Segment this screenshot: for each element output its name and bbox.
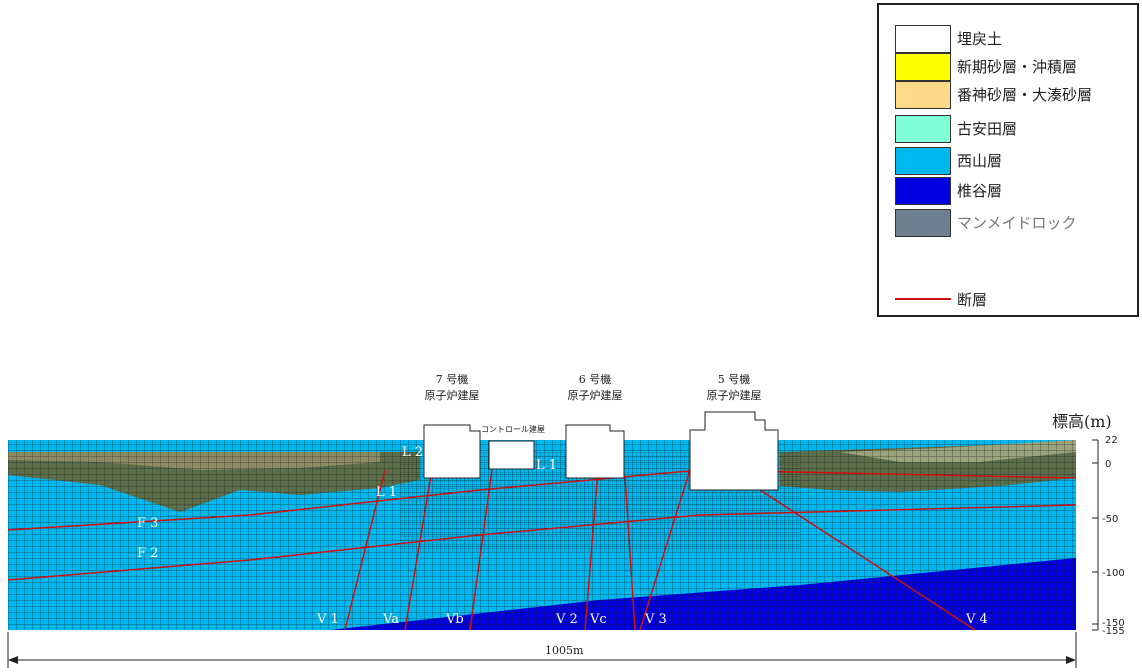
unit7-label-1: 7 号機	[436, 372, 469, 386]
fault-v3-line	[639, 469, 691, 631]
fault-vc-label: Vc	[589, 612, 607, 627]
fault-vb-label: Vb	[445, 612, 464, 627]
building-unit7-reactor	[423, 424, 481, 479]
axis-title: 標高(m)	[1052, 412, 1112, 431]
unit5-label-2: 原子炉建屋	[707, 388, 762, 402]
dimension-arrow-left	[8, 656, 18, 664]
legend-label: 埋戻土	[957, 30, 1003, 48]
unit7-label-2: 原子炉建屋	[425, 388, 480, 402]
legend-item-shiiya: 椎谷層	[895, 177, 1135, 205]
geologic-section	[8, 440, 1076, 630]
building-control	[488, 440, 535, 470]
legend-item-koyasuda: 古安田層	[895, 115, 1135, 143]
fault-f2-line	[7, 504, 1077, 581]
legend-swatch	[895, 209, 951, 237]
fault-l1-label-left: L 1	[376, 485, 397, 500]
fault-v2-line	[584, 469, 599, 631]
legend-swatch	[895, 53, 951, 81]
legend-label: 西山層	[957, 152, 1003, 170]
building-unit6-reactor	[565, 424, 625, 479]
fault-v1-label: V 1	[316, 612, 339, 627]
dimension-label: 1005m	[545, 644, 584, 657]
fault-l1-label-right: L 1	[536, 458, 557, 473]
fault-f3-label: F 3	[137, 516, 158, 531]
fault-line-icon	[895, 298, 951, 300]
fault-vc-line	[624, 474, 636, 631]
legend-swatch	[895, 147, 951, 175]
legend-label: 断層	[957, 291, 988, 309]
legend-item-fault: 断層	[895, 285, 1135, 313]
legend-swatch	[895, 177, 951, 205]
fault-v3-label: V 3	[644, 612, 667, 627]
unit5-label-1: 5 号機	[718, 372, 751, 386]
legend-item-new-sand: 新期砂層・沖積層	[895, 53, 1135, 81]
fault-f2-label: F 2	[137, 546, 158, 561]
axis-label-22: 22	[1105, 435, 1118, 446]
legend-swatch	[895, 25, 951, 53]
fault-v4-line	[759, 489, 976, 631]
legend-item-nishiyama: 西山層	[895, 147, 1135, 175]
legend-label: マンメイドロック	[957, 214, 1077, 232]
unit6-label-1: 6 号機	[579, 372, 612, 386]
fault-v4-label: V 4	[965, 612, 988, 627]
fault-lines	[7, 469, 1077, 631]
legend-item-backfill: 埋戻土	[895, 25, 1135, 53]
axis-label-155: -155	[1102, 626, 1125, 637]
fault-va-label: Va	[382, 612, 399, 627]
legend: 埋戻土 新期砂層・沖積層 番神砂層・大湊砂層 古安田層 西山層 椎谷層 マンメイ…	[877, 3, 1139, 317]
dimension-indicator	[7, 632, 1077, 668]
control-building-label: コントロール建屋	[481, 424, 545, 434]
legend-label: 椎谷層	[957, 182, 1003, 200]
legend-label: 古安田層	[957, 120, 1018, 138]
legend-label: 新期砂層・沖積層	[957, 58, 1078, 76]
fault-v2-label: V 2	[555, 612, 578, 627]
dimension-arrow-right	[1066, 656, 1076, 664]
axis-label-100: -100	[1102, 568, 1125, 579]
legend-label: 番神砂層・大湊砂層	[957, 86, 1093, 104]
unit6-label-2: 原子炉建屋	[568, 388, 623, 402]
elevation-axis	[1092, 439, 1099, 631]
legend-swatch	[895, 81, 951, 109]
fault-l2-label: L 2	[402, 445, 423, 460]
axis-label-150: -150	[1102, 618, 1125, 629]
legend-swatch	[895, 115, 951, 143]
fem-mesh	[8, 440, 1076, 630]
legend-item-banjin-sand: 番神砂層・大湊砂層	[895, 81, 1135, 109]
fault-v1-line	[344, 469, 386, 631]
axis-label-0: 0	[1105, 459, 1111, 470]
buildings	[423, 411, 779, 491]
fault-f3-line	[7, 469, 1077, 531]
fault-vb-line	[469, 469, 493, 631]
building-unit5-reactor	[689, 411, 779, 491]
legend-item-manmade-rock: マンメイドロック	[895, 209, 1135, 237]
axis-label-50: -50	[1102, 514, 1118, 525]
fault-va-line	[404, 469, 433, 631]
